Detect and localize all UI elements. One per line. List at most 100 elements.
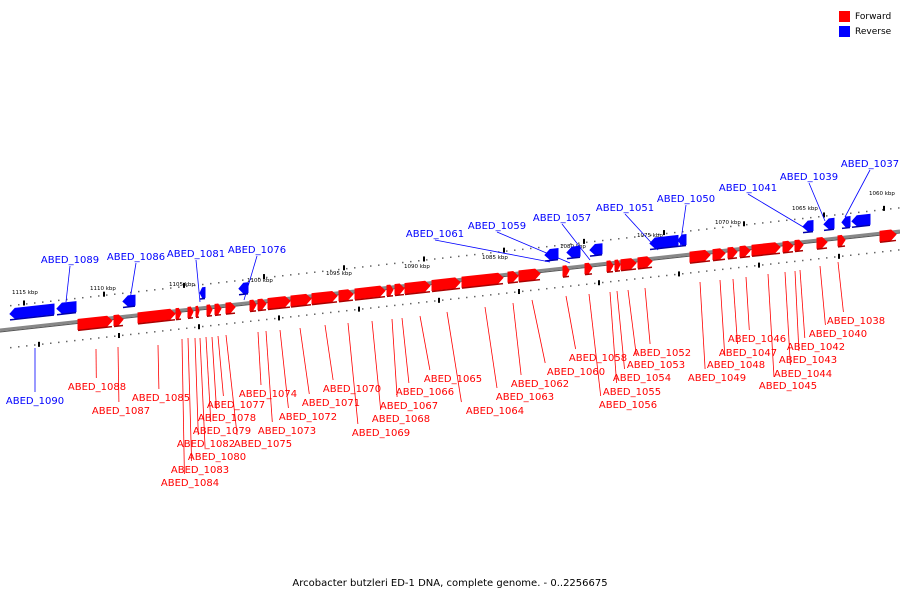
- scale-dot: [362, 266, 364, 268]
- scale-dot: [634, 278, 636, 280]
- forward-leader-line: [484, 306, 498, 389]
- forward-gene-label: ABED_1085: [132, 393, 190, 404]
- scale-dot: [330, 269, 332, 272]
- scale-dot: [114, 293, 116, 295]
- scale-dot: [362, 308, 364, 310]
- scale-tick: [278, 315, 280, 321]
- scale-dot: [746, 223, 748, 226]
- forward-gene-arrow-shade: [137, 319, 176, 325]
- forward-gene-label: ABED_1058: [569, 353, 627, 364]
- scale-dot: [594, 282, 596, 285]
- forward-gene-arrow: [206, 304, 213, 316]
- scale-dot: [866, 252, 868, 255]
- scale-dot: [114, 335, 116, 337]
- scale-tick: [838, 253, 840, 259]
- scale-dot: [634, 236, 636, 238]
- forward-gene-label: ABED_1067: [380, 401, 438, 412]
- forward-gene-arrow: [562, 265, 570, 277]
- forward-gene-arrow-shade: [354, 295, 386, 301]
- scale-dot: [442, 257, 444, 259]
- scale-dot: [282, 274, 284, 277]
- forward-gene-arrow-shade: [267, 306, 291, 311]
- forward-leader-line: [531, 299, 546, 364]
- forward-gene-label: ABED_1075: [234, 439, 292, 450]
- scale-dot: [34, 344, 36, 346]
- forward-leader-line: [279, 329, 289, 409]
- scale-dot: [858, 211, 860, 214]
- scale-tick: [343, 265, 345, 271]
- scale-dot: [842, 255, 844, 257]
- reverse-leader-line: [434, 239, 551, 263]
- forward-gene-label: ABED_1069: [352, 428, 410, 439]
- reverse-gene-arrow: [9, 303, 55, 319]
- scale-dot: [402, 261, 404, 264]
- reverse-gene-arrow: [802, 220, 814, 232]
- scale-dot: [170, 287, 172, 289]
- scale-dot: [10, 346, 12, 349]
- forward-gene-arrow-shade: [518, 278, 541, 283]
- reverse-leader-line: [679, 204, 687, 248]
- legend-forward-label: Forward: [855, 11, 892, 22]
- scale-dot: [610, 280, 612, 283]
- forward-gene-arrow: [794, 239, 804, 252]
- forward-gene-label: ABED_1042: [787, 342, 845, 353]
- scale-dot: [258, 319, 260, 322]
- forward-leader-line: [794, 270, 800, 352]
- scale-dot: [194, 326, 196, 329]
- scale-dot: [554, 245, 556, 247]
- forward-gene-arrow-shade: [113, 324, 124, 328]
- forward-gene-arrow: [113, 314, 124, 327]
- forward-leader-line: [324, 324, 334, 381]
- scale-dot: [50, 300, 52, 302]
- forward-gene-label: ABED_1084: [161, 478, 219, 489]
- scale-dot: [514, 249, 516, 251]
- forward-gene-arrow-shade: [77, 325, 113, 332]
- forward-gene-label: ABED_1074: [239, 389, 297, 400]
- scale-tick: [518, 289, 520, 295]
- scale-dot: [370, 307, 372, 309]
- scale-dot: [170, 329, 172, 331]
- scale-dot: [722, 268, 724, 271]
- scale-dot: [82, 296, 84, 299]
- forward-gene-label: ABED_1087: [92, 406, 150, 417]
- scale-dot: [154, 289, 156, 291]
- scale-dot: [266, 276, 268, 279]
- scale-dot: [570, 285, 572, 287]
- scale-dot: [66, 298, 68, 301]
- forward-leader-line: [784, 271, 791, 366]
- scale-dot: [546, 287, 548, 290]
- forward-gene-arrow: [751, 242, 781, 256]
- reverse-gene-arrow-shade: [802, 230, 814, 234]
- forward-gene-arrow: [257, 298, 267, 311]
- scale-dot: [42, 301, 44, 303]
- forward-gene-arrow-shade: [257, 308, 267, 312]
- forward-gene-label: ABED_1071: [302, 398, 360, 409]
- scale-dot: [650, 234, 652, 236]
- scale-tick: [103, 291, 105, 297]
- scale-dot: [466, 296, 468, 299]
- scale-dot: [266, 318, 268, 321]
- legend-reverse: Reverse: [839, 24, 891, 39]
- scale-dot: [490, 294, 492, 296]
- forward-gene-arrow-shade: [816, 247, 828, 250]
- reverse-gene-arrow-shade: [199, 297, 206, 300]
- scale-dot: [626, 237, 628, 239]
- forward-gene-arrow-shade: [727, 257, 738, 260]
- scale-tick: [678, 271, 680, 277]
- forward-gene-arrow: [175, 307, 182, 320]
- reverse-gene-label: ABED_1076: [228, 245, 286, 256]
- forward-gene-arrow: [620, 258, 637, 271]
- scale-dot: [594, 240, 596, 243]
- forward-leader-line: [644, 287, 651, 345]
- scale-dot: [706, 270, 708, 272]
- scale-label: 1100 kbp: [247, 278, 273, 284]
- reverse-leader-line: [65, 265, 71, 303]
- scale-dot: [354, 267, 356, 269]
- scale-dot: [314, 313, 316, 315]
- scale-dot: [58, 299, 60, 302]
- scale-dot: [842, 213, 844, 215]
- scale-dot: [882, 250, 884, 253]
- scale-dot: [666, 232, 668, 235]
- scale-dot: [746, 265, 748, 268]
- scale-dot: [354, 309, 356, 311]
